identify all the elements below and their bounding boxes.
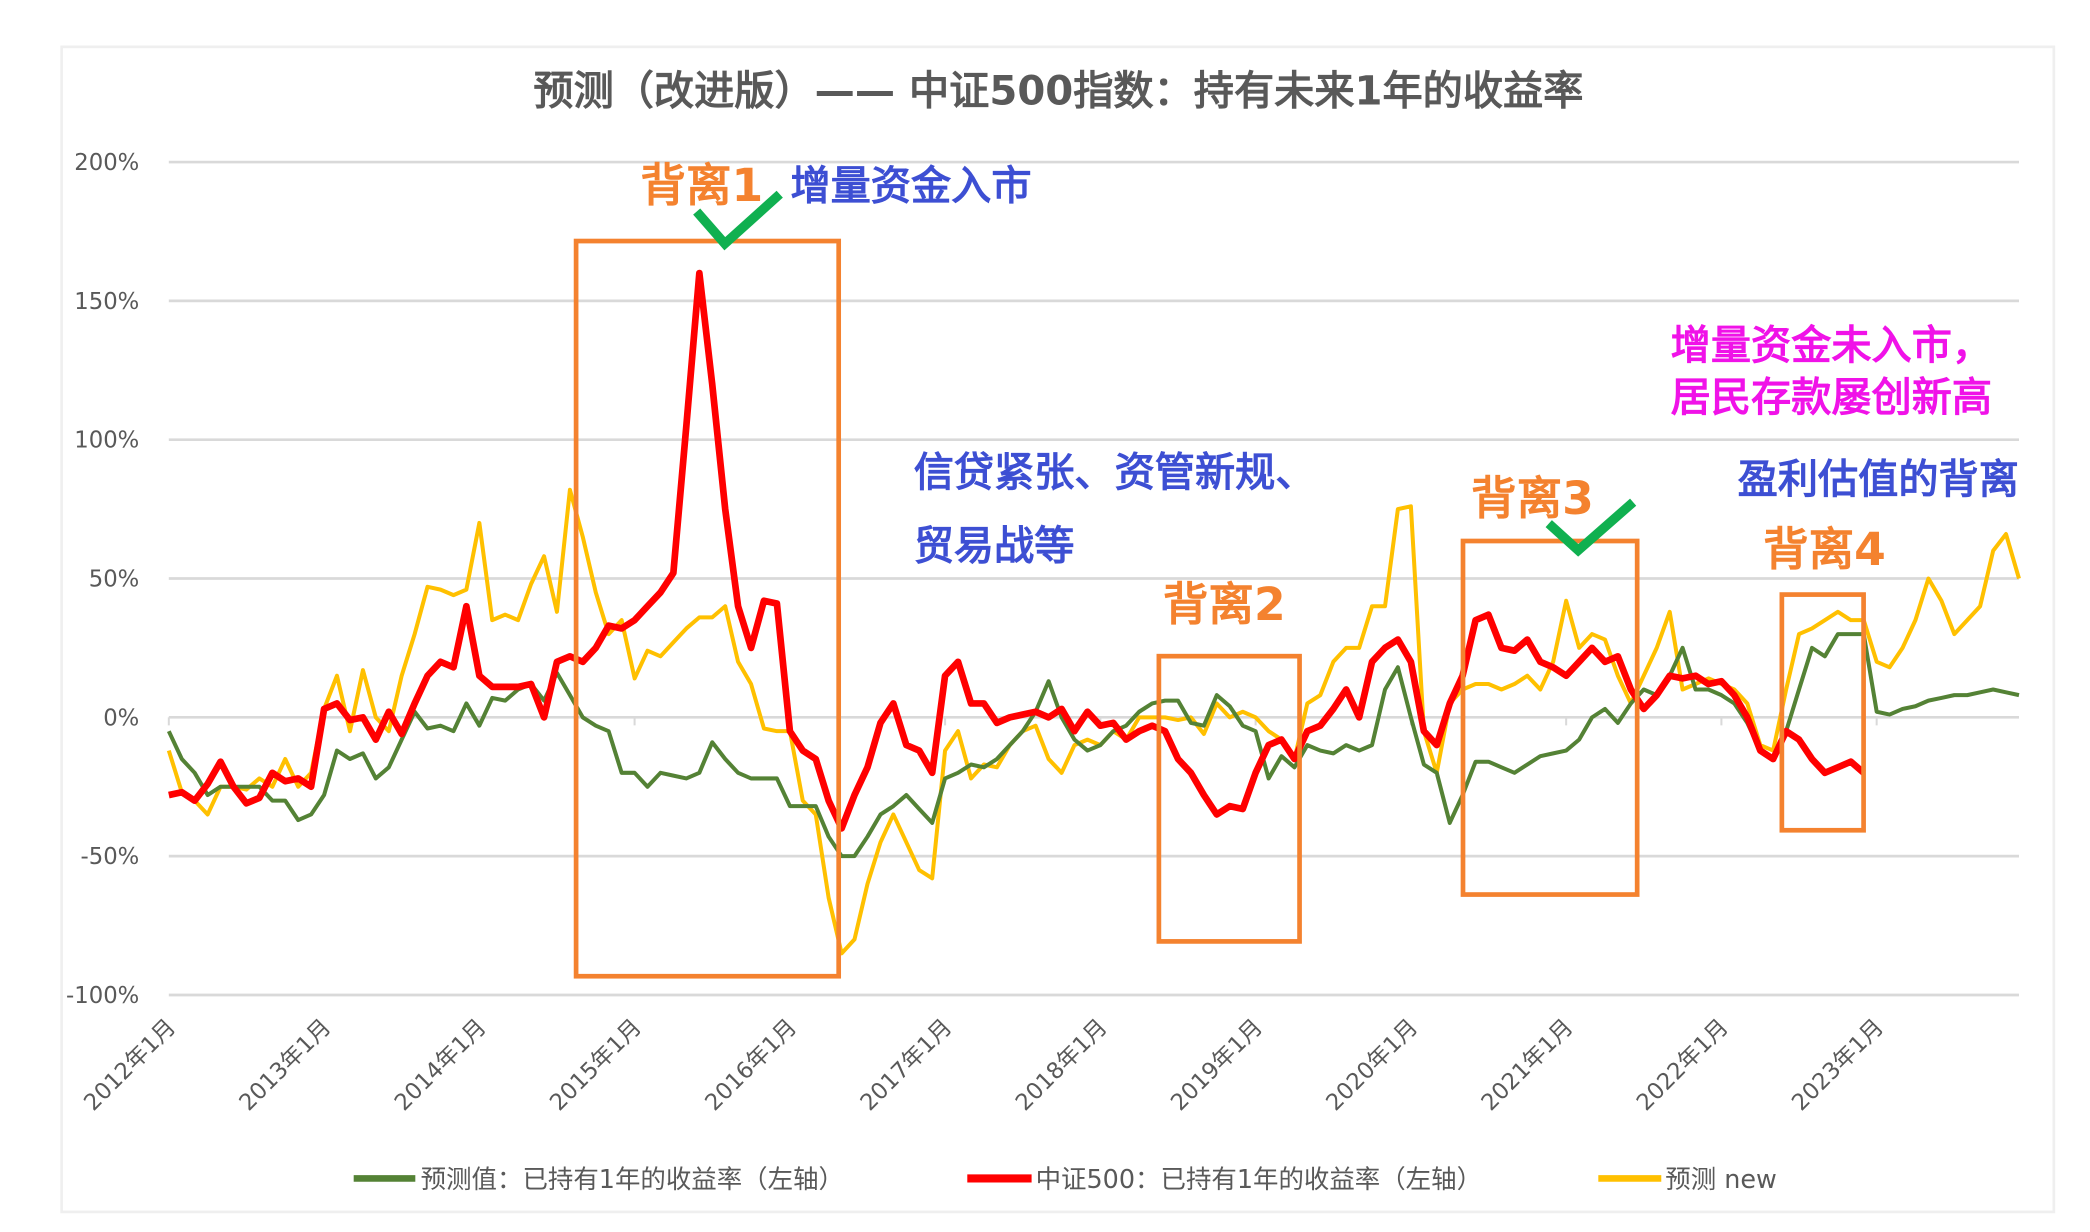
annotation-credit-line1: 信贷紧张、资管新规、 — [914, 450, 1316, 496]
annotation-credit-line2: 贸易战等 — [914, 524, 1075, 570]
y-tick-label: 200% — [74, 150, 139, 176]
divergence-box-2 — [1156, 653, 1302, 944]
series-lines — [166, 269, 2021, 956]
annotation-divergence-3: 背离3 — [1471, 472, 1594, 525]
series-line-csi500 — [168, 269, 1866, 832]
chart-area — [60, 45, 2056, 1214]
annotation-incremental-funds: 增量资金入市 — [790, 164, 1031, 210]
y-tick-label: 50% — [89, 567, 140, 593]
annotation-divergence-2: 背离2 — [1163, 578, 1286, 631]
y-axis-tick-labels: 200% 150% 100% 50% 0% -50% -100% — [66, 150, 139, 1009]
y-tick-label: -100% — [66, 983, 139, 1009]
annotation-earnings-valuation: 盈利估值的背离 — [1738, 457, 2019, 503]
annotation-no-funds-line2: 居民存款屡创新高 — [1671, 375, 1992, 421]
y-tick-label: 0% — [103, 705, 139, 731]
chart-title: 预测（改进版）—— 中证500指数：持有未来1年的收益率 — [533, 68, 1583, 114]
legend: 预测值：已持有1年的收益率（左轴） 中证500：已持有1年的收益率（左轴） 预测… — [353, 1164, 1777, 1194]
divergence-box-4 — [1779, 592, 1866, 833]
legend-label-predicted: 预测值：已持有1年的收益率（左轴） — [421, 1164, 844, 1194]
annotation-divergence-1: 背离1 — [640, 159, 763, 212]
divergence-boxes — [573, 238, 1866, 979]
series-line-predicted — [166, 632, 2020, 859]
check-icon — [1545, 498, 1637, 557]
divergence-box-3 — [1460, 538, 1640, 897]
y-tick-label: 150% — [74, 289, 139, 315]
legend-label-csi500: 中证500：已持有1年的收益率（左轴） — [1036, 1164, 1482, 1194]
legend-label-predicted-new: 预测 new — [1665, 1164, 1777, 1194]
y-tick-label: -50% — [80, 844, 139, 870]
annotation-no-funds-line1: 增量资金未入市， — [1671, 323, 1992, 369]
series-line-predicted-new — [166, 487, 2021, 956]
annotation-divergence-4: 背离4 — [1763, 523, 1886, 576]
y-tick-label: 100% — [74, 428, 139, 454]
divergence-box-1 — [573, 238, 842, 979]
check-icon — [693, 190, 783, 251]
